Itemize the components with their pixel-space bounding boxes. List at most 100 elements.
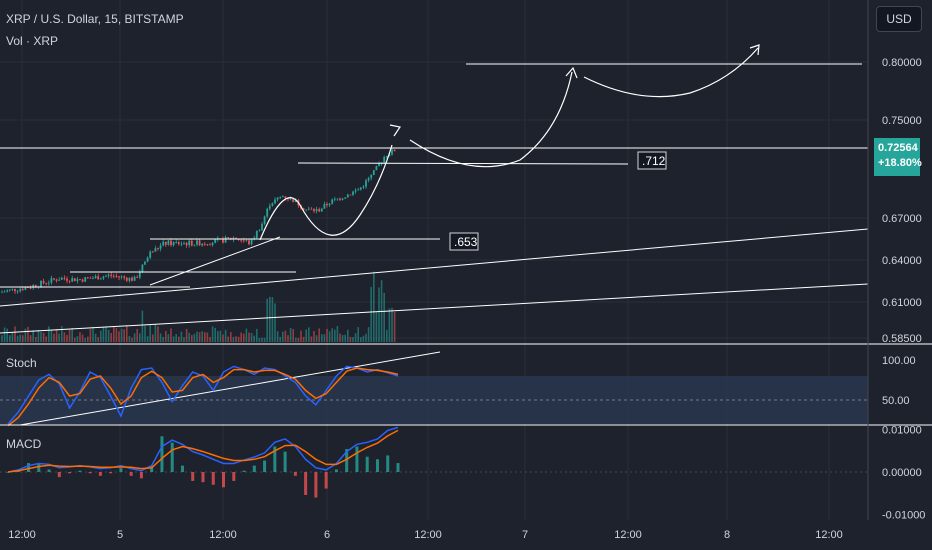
volume-bar <box>123 329 125 342</box>
candle-body <box>274 199 276 204</box>
macd-histogram-bar <box>57 472 61 478</box>
macd-histogram-bar <box>396 463 400 472</box>
volume-bar <box>217 331 219 342</box>
candle-body <box>40 280 42 287</box>
volume-bar <box>167 334 170 342</box>
price-tick-label: 0.67000 <box>882 213 922 225</box>
volume-bar <box>100 330 102 342</box>
volume-bar <box>326 328 328 342</box>
candle-body <box>125 277 128 281</box>
candle-body <box>250 238 253 245</box>
volume-label: Vol · XRP <box>6 34 59 48</box>
candle-body <box>115 276 118 277</box>
volume-bar <box>253 335 255 342</box>
macd-histogram-bar <box>304 472 308 495</box>
volume-bar <box>120 328 123 342</box>
trend-sketch <box>149 236 281 286</box>
macd-histogram-bar <box>273 446 277 472</box>
volume-bar <box>315 335 318 342</box>
candle-body <box>154 248 157 252</box>
candle-body <box>8 289 11 291</box>
price-tick-label: 0.58500 <box>882 333 922 345</box>
candle-body <box>128 277 131 281</box>
arrowhead <box>565 66 578 79</box>
candle-body <box>144 261 146 265</box>
volume-bar <box>19 334 21 342</box>
projection-arrow-2 <box>583 47 759 98</box>
volume-bar <box>222 334 224 342</box>
macd-histogram-bar <box>375 459 379 472</box>
candle-body <box>372 170 375 175</box>
volume-bar <box>302 336 305 342</box>
candle-body <box>76 279 79 282</box>
volume-bar <box>81 334 84 342</box>
trendline-lower <box>0 283 869 334</box>
macd-layer <box>0 426 868 498</box>
volume-bar <box>97 337 99 342</box>
volume-bar <box>58 333 60 342</box>
candle-body <box>172 242 175 246</box>
macd-histogram-bar <box>365 456 369 472</box>
volume-bar <box>110 333 112 342</box>
volume-bar <box>209 336 211 342</box>
candle-body <box>79 279 81 281</box>
volume-bar <box>211 326 214 342</box>
volume-bar <box>214 327 216 342</box>
volume-bar <box>40 332 42 342</box>
volume-bar <box>92 326 94 342</box>
volume-bar <box>183 336 185 342</box>
candle-body <box>19 288 22 292</box>
volume-bar <box>354 333 357 342</box>
candle-body <box>146 257 149 262</box>
volume-bar <box>336 326 339 342</box>
candle-body <box>29 287 32 289</box>
volume-bar <box>180 331 183 342</box>
volume-bar <box>308 327 310 342</box>
candle-body <box>73 278 76 282</box>
volume-bar <box>42 332 45 342</box>
candle-body <box>344 197 347 199</box>
macd-histogram-bar <box>293 472 297 476</box>
volume-bar <box>27 326 29 342</box>
volume-bar <box>79 332 81 342</box>
volume-bar <box>76 336 79 342</box>
volume-bar <box>6 328 8 342</box>
macd-label: MACD <box>6 437 42 451</box>
candle-body <box>136 276 139 278</box>
signal-line <box>7 429 399 473</box>
x-tick-label: 5 <box>117 529 123 541</box>
candle-body <box>1 291 3 293</box>
volume-bar <box>219 330 222 342</box>
candle-body <box>112 275 115 277</box>
macd-histogram-bar <box>283 451 287 472</box>
candle-body <box>331 199 334 204</box>
candle-body <box>263 216 266 224</box>
currency-button[interactable]: USD <box>876 6 922 32</box>
macd-histogram-bar <box>119 468 123 472</box>
candle-body <box>164 241 167 245</box>
volume-bar <box>89 328 92 342</box>
volume-bar <box>289 327 292 342</box>
current-price-badge: 0.72564 +18.80% <box>874 138 922 176</box>
volume-bar <box>37 330 40 342</box>
volume-bar <box>126 326 128 342</box>
stoch-band-layer <box>0 376 868 424</box>
macd-histogram-bar <box>78 470 82 472</box>
volume-bar <box>193 333 196 342</box>
current-price: 0.72564 <box>878 142 918 154</box>
volume-bar <box>105 327 107 342</box>
candle-body <box>310 208 313 210</box>
candle-body <box>110 274 113 276</box>
volume-bar <box>9 335 11 342</box>
candle-body <box>63 277 66 279</box>
candle-body <box>133 276 136 281</box>
candle-body <box>131 277 133 281</box>
candle-body <box>357 189 360 191</box>
volume-bar <box>248 332 250 342</box>
candle-body <box>209 244 211 246</box>
candle-body <box>339 198 341 200</box>
candle-body <box>89 277 92 279</box>
volume-bar <box>22 335 24 342</box>
